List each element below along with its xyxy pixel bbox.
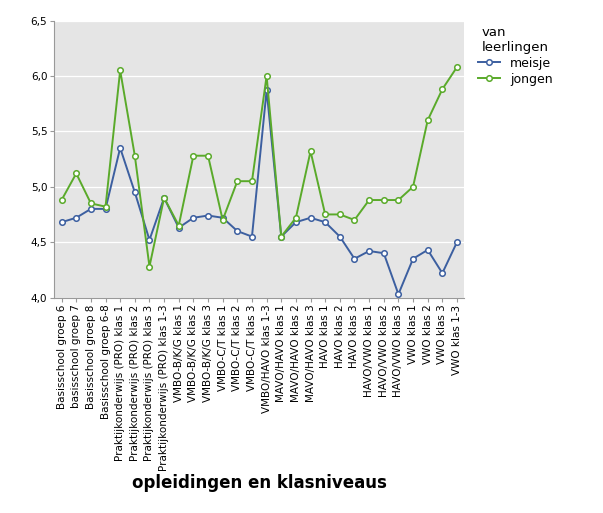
meisje [116,145,124,151]
jongen [116,67,124,73]
meisje [395,291,402,298]
Line: meisje: meisje [59,88,459,297]
jongen [146,264,153,270]
meisje [307,214,314,221]
meisje [336,233,344,240]
meisje [409,255,417,262]
meisje [102,206,109,212]
jongen [321,211,329,218]
jongen [190,153,197,159]
jongen [234,178,241,184]
meisje [219,214,226,221]
Legend: meisje, jongen: meisje, jongen [473,21,558,91]
jongen [248,178,256,184]
meisje [365,248,373,254]
meisje [248,233,256,240]
jongen [58,197,65,203]
jongen [395,197,402,203]
jongen [175,223,182,229]
jongen [453,64,461,70]
meisje [424,247,431,253]
meisje [439,270,446,276]
jongen [439,86,446,92]
meisje [58,219,65,225]
jongen [336,211,344,218]
jongen [160,195,168,201]
jongen [131,153,139,159]
meisje [453,239,461,245]
jongen [380,197,387,203]
jongen [87,200,95,206]
jongen [102,204,109,210]
meisje [175,225,182,231]
meisje [190,214,197,221]
meisje [263,87,270,93]
jongen [351,217,358,223]
meisje [277,233,285,240]
meisje [131,189,139,195]
meisje [72,214,80,221]
jongen [277,233,285,240]
meisje [292,219,300,225]
meisje [351,255,358,262]
jongen [307,148,314,154]
jongen [365,197,373,203]
meisje [160,195,168,201]
Line: jongen: jongen [59,64,459,269]
jongen [424,117,431,123]
jongen [292,214,300,221]
jongen [204,153,212,159]
jongen [72,170,80,176]
meisje [87,206,95,212]
jongen [409,184,417,190]
Text: opleidingen en klasniveaus: opleidingen en klasniveaus [132,475,387,492]
jongen [263,73,270,79]
meisje [204,212,212,219]
meisje [234,228,241,234]
meisje [146,237,153,243]
meisje [321,219,329,225]
jongen [219,217,226,223]
meisje [380,250,387,256]
